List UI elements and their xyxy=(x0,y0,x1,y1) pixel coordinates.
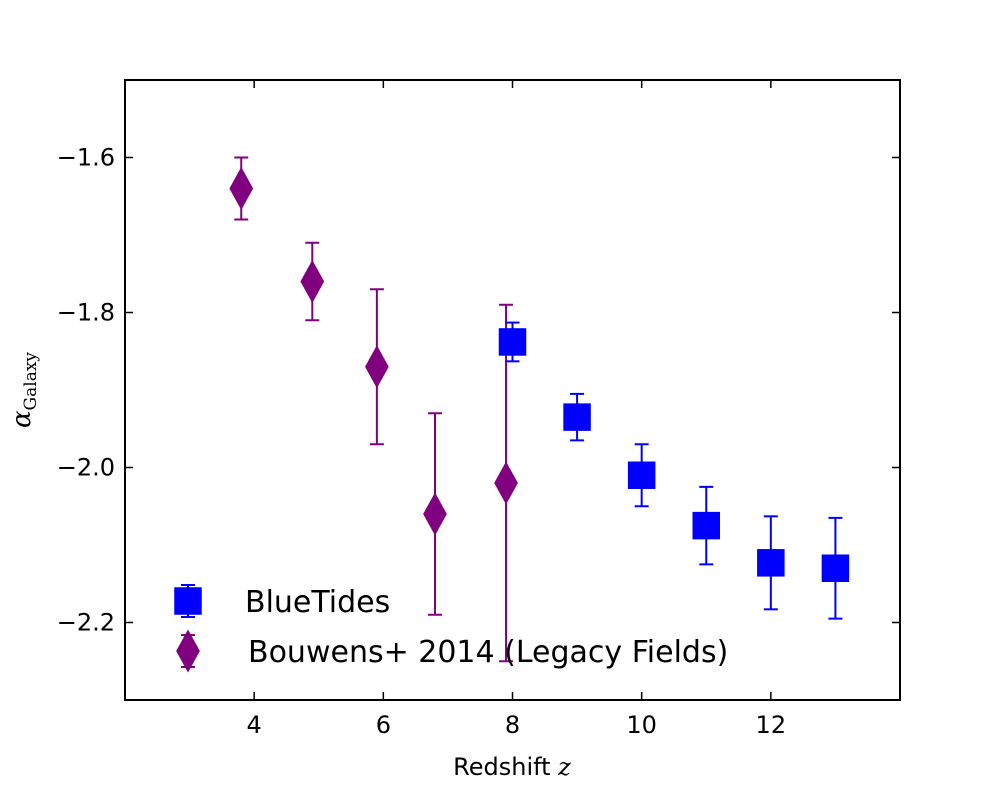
x-tick-label: 10 xyxy=(626,711,657,739)
bouwens-point xyxy=(423,492,447,536)
bluetides-point xyxy=(692,511,720,540)
bluetides-point xyxy=(563,403,591,431)
x-tick-label: 6 xyxy=(376,711,391,739)
bluetides-point xyxy=(498,328,527,356)
bluetides-point xyxy=(757,549,785,577)
y-tick-label: −2.2 xyxy=(57,609,115,637)
y-axis-label: αGalaxy xyxy=(7,352,41,428)
legend-label-bluetides: BlueTides xyxy=(245,585,390,620)
axis-ticks: 4 6 8 10 12 −1.6 −1.8 −2.0 −2.2 xyxy=(57,80,900,739)
x-tick-label: 4 xyxy=(247,711,262,739)
bouwens-point xyxy=(365,345,389,389)
legend-label-bouwens: Bouwens+ 2014 (Legacy Fields) xyxy=(248,635,728,670)
bluetides-point xyxy=(821,554,850,582)
legend: BlueTides Bouwens+ 2014 (Legacy Fields) xyxy=(174,584,728,673)
x-tick-label: 12 xyxy=(756,711,787,739)
x-tick-label: 8 xyxy=(505,711,520,739)
legend-symbol-bluetides xyxy=(174,587,202,615)
bouwens-point xyxy=(229,166,254,211)
bouwens-point xyxy=(494,461,518,505)
plot-marks xyxy=(229,156,850,663)
y-tick-label: −2.0 xyxy=(57,454,115,482)
bouwens-point xyxy=(300,259,325,304)
y-tick-label: −1.8 xyxy=(57,299,115,327)
bluetides-point xyxy=(627,461,656,489)
y-tick-label: −1.6 xyxy=(57,144,115,172)
x-axis-label: Redshift z xyxy=(453,753,571,781)
legend-symbol-bouwens xyxy=(176,629,200,673)
